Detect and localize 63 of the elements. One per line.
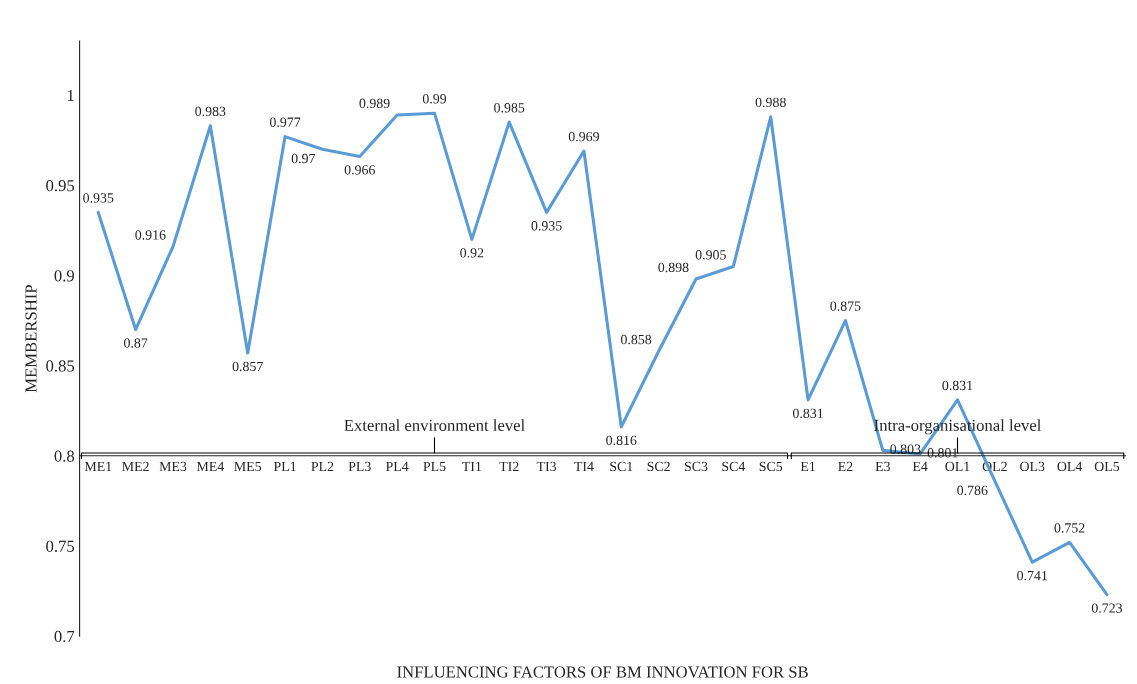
data-label: 0.969 bbox=[568, 131, 599, 142]
data-label: 0.99 bbox=[422, 94, 447, 104]
x-tick-label: SC3 bbox=[684, 461, 708, 472]
x-tick-label: SC4 bbox=[722, 461, 746, 472]
x-tick-label: TI4 bbox=[574, 461, 594, 471]
data-label: 0.741 bbox=[1017, 570, 1048, 581]
data-label: 0.977 bbox=[269, 117, 301, 127]
x-tick-label: ME5 bbox=[234, 461, 262, 472]
x-tick-label: TI3 bbox=[536, 461, 557, 472]
data-label: 0.92 bbox=[460, 248, 484, 258]
x-tick-label: OL5 bbox=[1094, 461, 1120, 472]
x-tick-label: TI1 bbox=[462, 461, 482, 471]
y-tick-label: 0.9 bbox=[54, 270, 75, 282]
x-axis-title: INFLUENCING FACTORS OF BM INNOVATION FOR SB bbox=[397, 666, 808, 678]
data-label: 0.983 bbox=[195, 106, 226, 117]
x-tick-label: SC2 bbox=[647, 461, 670, 472]
data-label: 0.935 bbox=[83, 193, 114, 203]
data-label: 0.916 bbox=[135, 230, 166, 240]
annotation: External environment level bbox=[344, 419, 525, 431]
data-label: 0.752 bbox=[1054, 523, 1085, 533]
data-label: 0.988 bbox=[755, 97, 786, 108]
data-label: 0.831 bbox=[792, 408, 823, 419]
x-tick-label: SC1 bbox=[610, 461, 633, 472]
x-tick-label: PL2 bbox=[311, 461, 334, 471]
data-label: 0.898 bbox=[658, 262, 689, 273]
y-tick-label: 1 bbox=[67, 89, 74, 101]
data-label: 0.966 bbox=[344, 165, 375, 175]
x-tick-label: OL3 bbox=[1020, 461, 1045, 472]
x-tick-label: ME1 bbox=[84, 461, 112, 471]
y-tick-label: 0.85 bbox=[46, 360, 75, 372]
data-label: 0.87 bbox=[124, 338, 148, 348]
data-label: 0.935 bbox=[531, 221, 562, 231]
data-label: 0.875 bbox=[830, 301, 861, 311]
y-tick-label: 0.7 bbox=[54, 630, 75, 643]
data-label: 0.831 bbox=[942, 380, 973, 391]
data-label: 0.905 bbox=[695, 250, 726, 260]
data-label: 0.723 bbox=[1091, 603, 1123, 613]
x-tick-label: OL1 bbox=[945, 461, 970, 472]
x-tick-label: ME2 bbox=[122, 461, 149, 471]
x-tick-label: E2 bbox=[838, 461, 853, 471]
data-label: 0.786 bbox=[957, 485, 988, 496]
y-tick-label: 0.8 bbox=[54, 450, 75, 462]
x-tick-label: PL1 bbox=[273, 461, 296, 471]
x-tick-label: ME3 bbox=[159, 461, 187, 472]
y-axis-title: MEMBERSHIP bbox=[25, 285, 37, 393]
data-label: 0.858 bbox=[620, 334, 652, 345]
x-tick-label: SC5 bbox=[759, 461, 783, 472]
x-tick-label: E3 bbox=[875, 461, 890, 472]
x-tick-label: E4 bbox=[912, 461, 928, 471]
x-tick-label: PL4 bbox=[385, 461, 409, 471]
data-label: 0.97 bbox=[291, 153, 316, 164]
x-tick-label: E1 bbox=[800, 461, 815, 471]
x-tick-label: OL4 bbox=[1057, 461, 1083, 472]
y-tick-label: 0.95 bbox=[46, 180, 75, 192]
x-tick-label: TI2 bbox=[499, 461, 519, 471]
y-tick-label: 0.75 bbox=[46, 540, 75, 552]
x-tick-label: ME4 bbox=[196, 461, 225, 471]
x-tick-label: PL3 bbox=[348, 461, 371, 472]
data-label: 0.989 bbox=[359, 98, 390, 109]
data-label: 0.816 bbox=[606, 435, 637, 446]
x-tick-label: PL5 bbox=[423, 461, 446, 472]
data-label: 0.857 bbox=[232, 361, 263, 372]
data-label: 0.985 bbox=[494, 103, 525, 113]
